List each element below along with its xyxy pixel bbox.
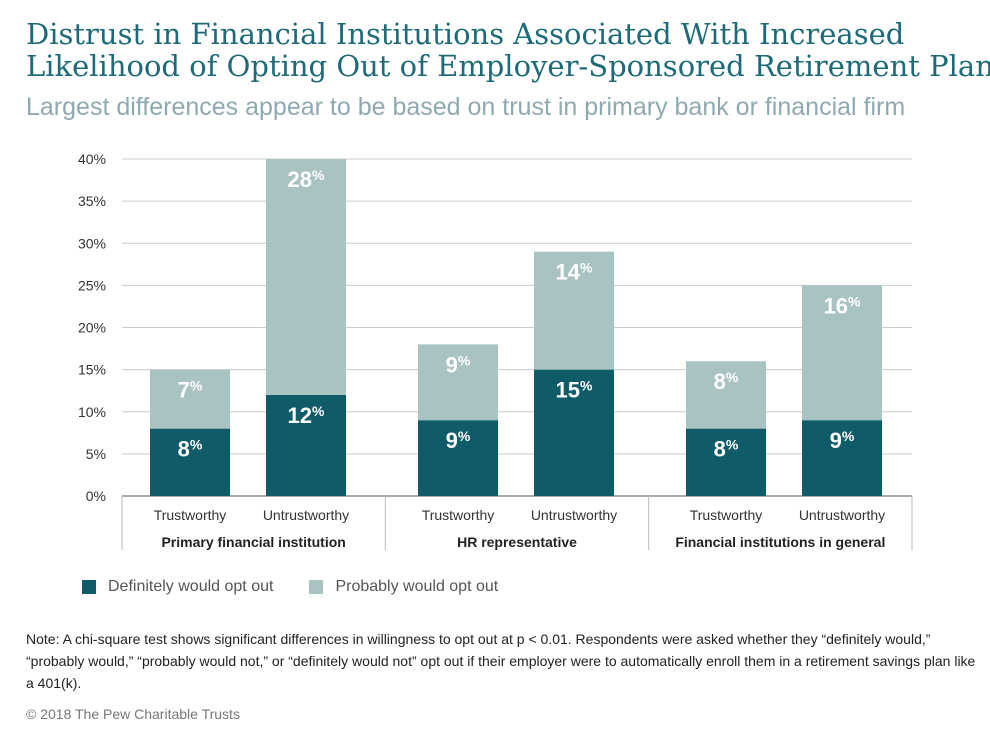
group-label: Financial institutions in general [675, 534, 885, 550]
legend-swatch-definitely [82, 580, 96, 594]
chart-title: Distrust in Financial Institutions Assoc… [26, 17, 990, 83]
chart-title-line-2: Likelihood of Opting Out of Employer-Spo… [26, 49, 990, 83]
x-tick-label: Trustworthy [422, 507, 495, 523]
y-tick-label: 10% [78, 404, 106, 420]
data-label-probably: 14% [556, 260, 593, 285]
stacked-bar-chart: 0%5%10%15%20%25%30%35%40%8%7%Trustworthy… [78, 151, 913, 550]
bar-definitely [534, 369, 614, 496]
legend-swatch-probably [309, 580, 324, 594]
y-tick-label: 25% [78, 277, 106, 293]
legend-item-definitely: Definitely would opt out [82, 578, 273, 596]
group-label: HR representative [457, 534, 577, 550]
chart-note: Note: A chi-square test shows significan… [26, 631, 976, 691]
legend-label-probably: Probably would opt out [335, 578, 499, 595]
group-label: Primary financial institution [161, 534, 345, 550]
bar-probably [418, 344, 498, 421]
x-tick-label: Trustworthy [690, 507, 763, 523]
bar-definitely [150, 428, 230, 496]
bar-probably [534, 251, 614, 370]
chart-title-line-1: Distrust in Financial Institutions Assoc… [26, 17, 905, 51]
y-tick-label: 15% [78, 362, 106, 378]
bar-probably [150, 369, 230, 429]
x-tick-label: Untrustworthy [263, 507, 349, 523]
bar-probably [686, 361, 766, 429]
copyright-credit: © 2018 The Pew Charitable Trusts [26, 706, 240, 722]
bar-probably [802, 285, 882, 421]
x-tick-label: Trustworthy [154, 507, 227, 523]
data-label-definitely: 15% [556, 378, 593, 403]
bar-probably [266, 159, 346, 395]
data-label-probably: 28% [288, 167, 325, 192]
y-tick-label: 40% [78, 151, 106, 167]
y-tick-label: 20% [78, 320, 106, 336]
bar-definitely [802, 420, 882, 496]
legend: Definitely would opt out Probably would … [82, 578, 534, 596]
y-tick-label: 5% [86, 446, 106, 462]
y-tick-label: 30% [78, 235, 106, 251]
x-tick-label: Untrustworthy [531, 507, 617, 523]
data-label-definitely: 12% [288, 403, 325, 428]
bar-definitely [266, 394, 346, 496]
legend-item-probably: Probably would opt out [309, 578, 498, 596]
y-tick-label: 35% [78, 193, 106, 209]
y-tick-label: 0% [86, 488, 106, 504]
bar-definitely [686, 428, 766, 496]
bar-definitely [418, 420, 498, 496]
chart-subtitle: Largest differences appear to be based o… [26, 93, 906, 121]
x-tick-label: Untrustworthy [799, 507, 885, 523]
legend-label-definitely: Definitely would opt out [108, 578, 274, 595]
